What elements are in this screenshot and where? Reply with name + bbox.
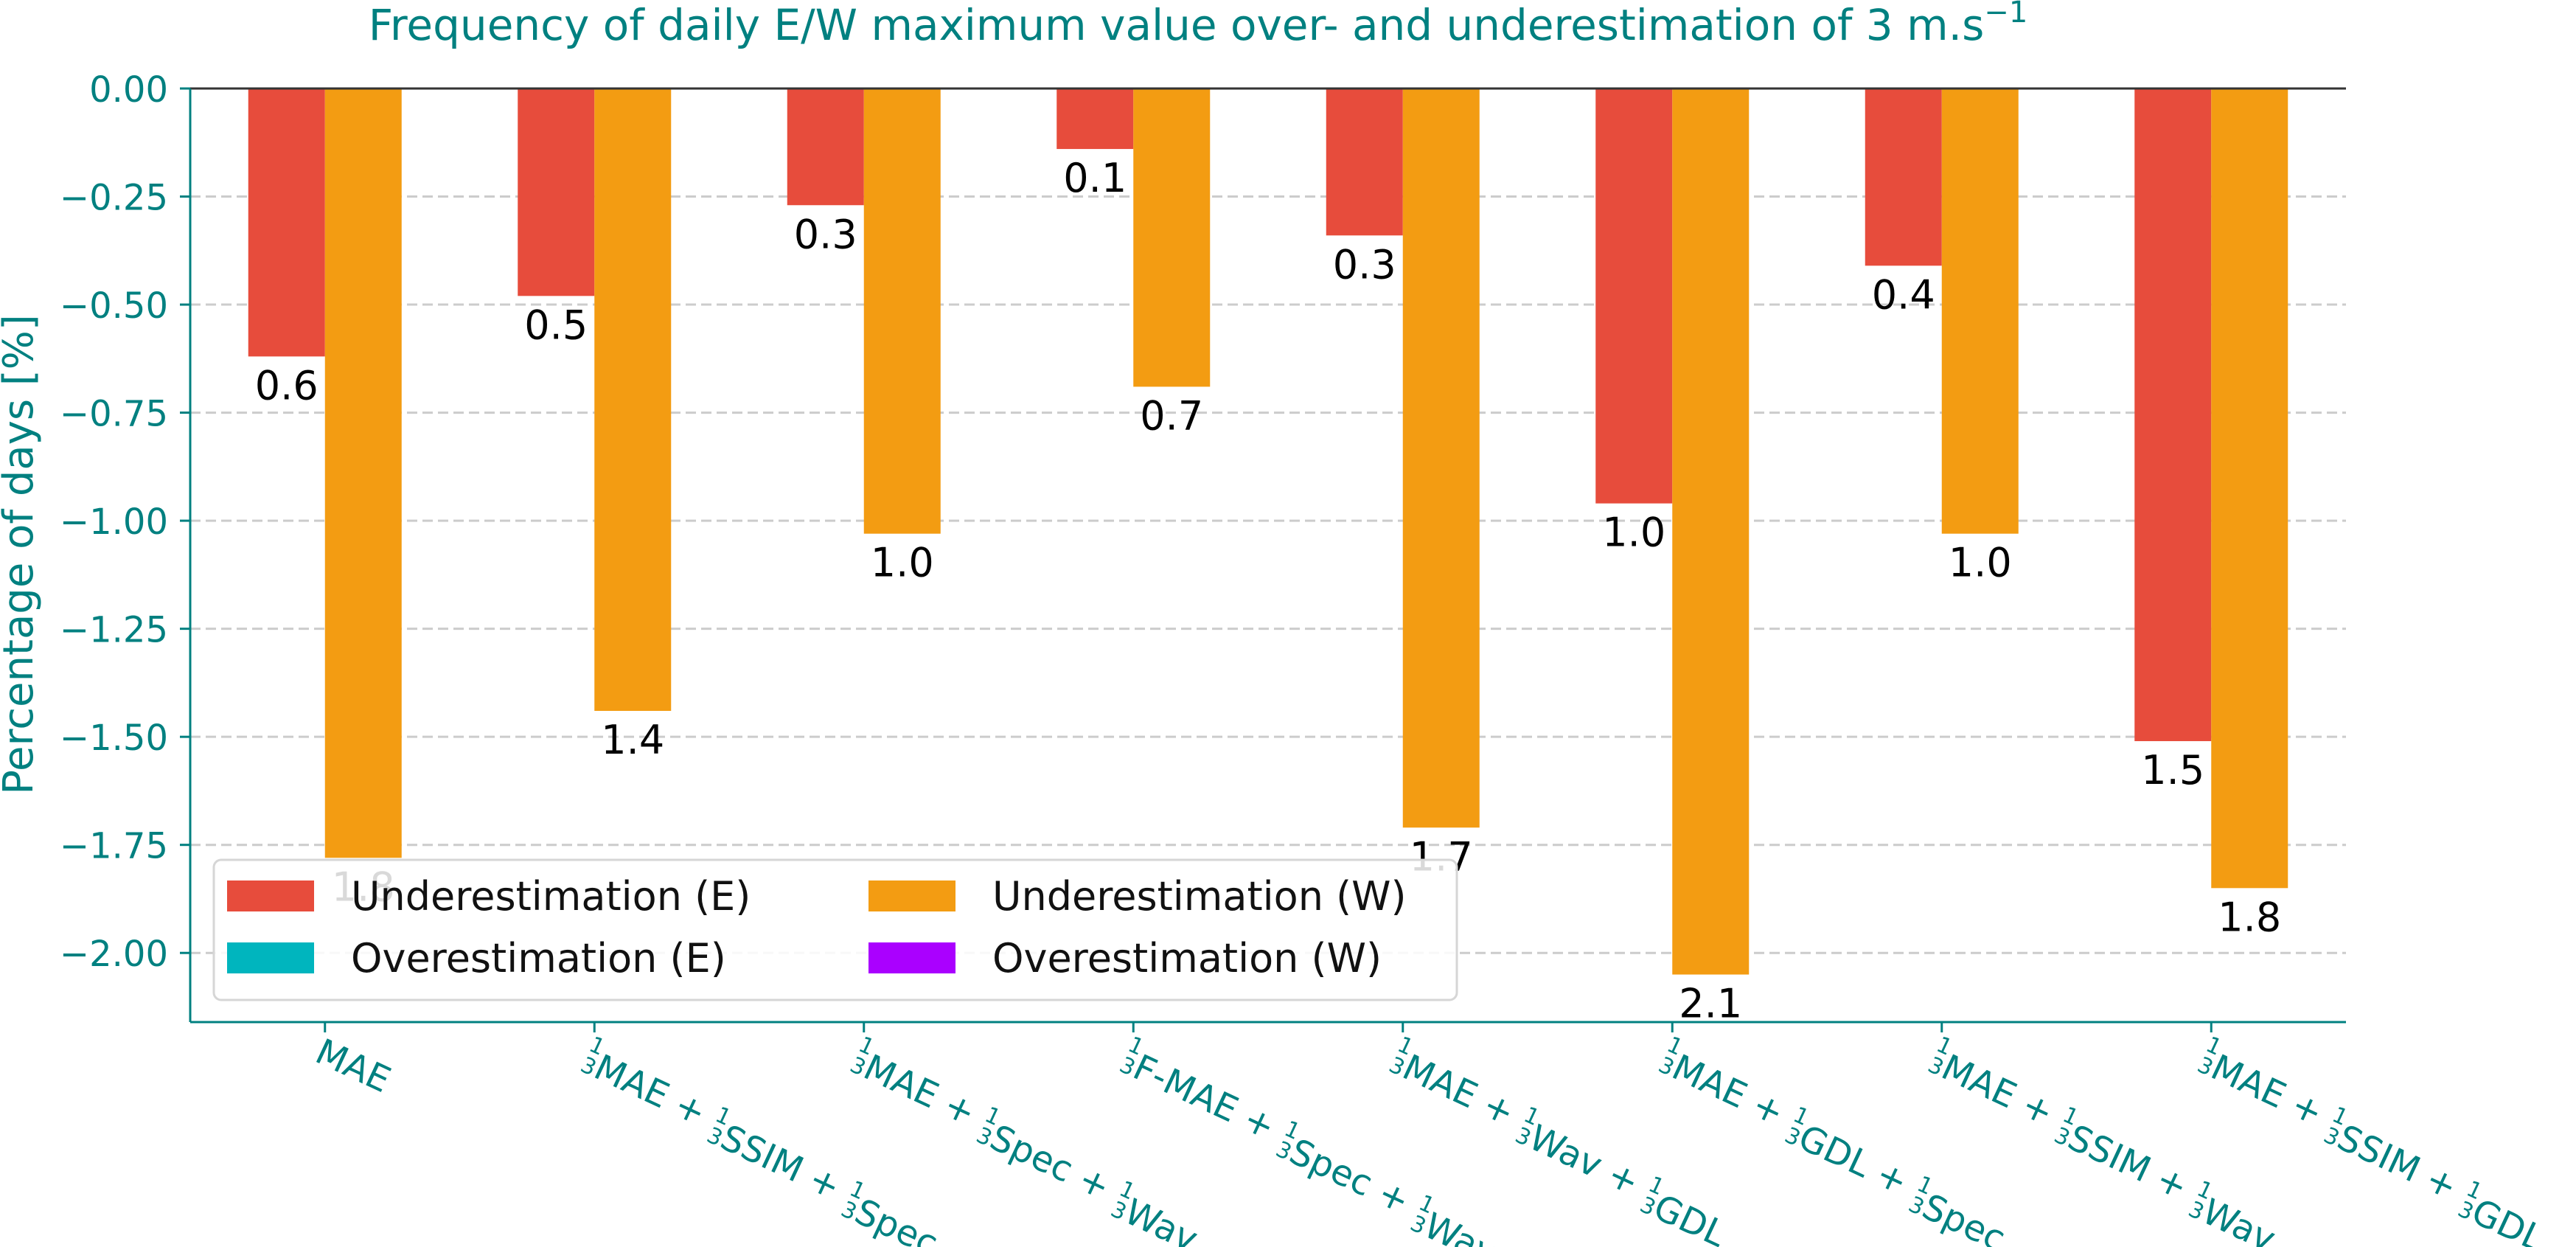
x-tick-label-part: Wav + bbox=[1522, 1117, 1655, 1209]
y-tick-label-6: −1.50 bbox=[60, 718, 168, 759]
value-label-west-5: 2.1 bbox=[1679, 981, 1742, 1027]
value-label-west-2: 1.0 bbox=[871, 540, 934, 586]
x-tick-label-part: GDL bbox=[1647, 1187, 1732, 1247]
x-tick-label-part: MAE + bbox=[1935, 1046, 2070, 1139]
value-label-east-4: 0.3 bbox=[1333, 241, 1396, 288]
x-tick-label-part: Spec bbox=[849, 1191, 944, 1247]
y-axis-ticks: 0.00 −0.25 −0.50 −0.75 −1.00 −1.25 −1.50 −1.75 −… bbox=[60, 69, 190, 975]
bar-west-1 bbox=[594, 88, 672, 711]
x-tick-label-part: MAE + bbox=[857, 1046, 992, 1139]
legend-label-1: Underestimation (W) bbox=[992, 873, 1407, 920]
value-label-west-7: 1.8 bbox=[2218, 894, 2281, 940]
value-label-east-2: 0.3 bbox=[794, 211, 857, 257]
legend-label-2: Overestimation (E) bbox=[351, 935, 726, 982]
y-tick-label-5: −1.25 bbox=[60, 610, 168, 651]
x-tick-label-part: MAE + bbox=[1666, 1046, 1801, 1139]
x-tick-label-part: Spec bbox=[1916, 1186, 2012, 1247]
x-tick-label-part: F-MAE + bbox=[1127, 1046, 1292, 1153]
x-tick-label-part: GDL bbox=[2465, 1191, 2550, 1247]
y-tick-label-0: 0.00 bbox=[89, 69, 168, 111]
bar-east-3 bbox=[1056, 88, 1134, 150]
y-axis-title: Percentage of days [%] bbox=[0, 314, 43, 795]
bar-west-6 bbox=[1941, 88, 2019, 534]
bar-east-7 bbox=[2134, 88, 2212, 742]
x-tick-label-0: MAE bbox=[310, 1031, 397, 1101]
bar-east-5 bbox=[1595, 88, 1673, 504]
legend-swatch-3 bbox=[868, 942, 955, 973]
bar-west-2 bbox=[863, 88, 941, 534]
bar-east-2 bbox=[787, 88, 864, 206]
value-label-east-1: 0.5 bbox=[524, 302, 588, 348]
legend: Underestimation (E) Underestimation (W) Ov… bbox=[212, 858, 1458, 1001]
legend-swatch-1 bbox=[868, 880, 955, 911]
value-label-east-7: 1.5 bbox=[2141, 747, 2204, 793]
x-tick-label-part: SSIM + bbox=[714, 1117, 857, 1213]
value-label-east-0: 0.6 bbox=[255, 362, 318, 409]
bar-east-1 bbox=[518, 88, 595, 296]
bar-east-4 bbox=[1326, 88, 1403, 236]
chart-title: Frequency of daily E/W maximum value ove… bbox=[369, 0, 2028, 50]
value-labels: 0.60.50.30.10.31.00.41.51.81.41.00.71.72… bbox=[255, 155, 2281, 1027]
x-tick-label-part: Spec + bbox=[1284, 1131, 1427, 1227]
gridlines bbox=[190, 195, 2346, 954]
y-tick-label-3: −0.75 bbox=[60, 394, 168, 435]
value-label-west-6: 1.0 bbox=[1949, 540, 2012, 586]
x-tick-label-part: MAE + bbox=[2205, 1046, 2340, 1139]
x-tick-label-part: Spec + bbox=[984, 1117, 1127, 1213]
bar-west-4 bbox=[1402, 88, 1480, 828]
legend-box bbox=[212, 858, 1458, 1001]
bar-west-3 bbox=[1133, 88, 1211, 387]
bar-west-5 bbox=[1672, 88, 1750, 975]
chart-title-superscript: −1 bbox=[1984, 0, 2027, 29]
bars bbox=[248, 88, 2288, 975]
chart-title-text: Frequency of daily E/W maximum value ove… bbox=[369, 0, 1985, 50]
x-tick-label-part: SSIM + bbox=[2331, 1117, 2474, 1213]
legend-swatch-2 bbox=[227, 942, 314, 973]
bar-west-0 bbox=[324, 88, 402, 858]
y-tick-label-1: −0.25 bbox=[60, 178, 168, 219]
y-tick-label-4: −1.00 bbox=[60, 501, 168, 543]
x-tick-label-part: MAE bbox=[310, 1031, 397, 1101]
x-tick-label-part: Wav bbox=[1118, 1191, 1204, 1247]
y-tick-label-7: −1.75 bbox=[60, 826, 168, 867]
y-tick-label-8: −2.00 bbox=[60, 934, 168, 975]
value-label-east-6: 0.4 bbox=[1872, 271, 1935, 318]
x-tick-label-part: Wav bbox=[2196, 1191, 2281, 1247]
x-tick-label-part: SSIM + bbox=[2061, 1117, 2204, 1213]
bar-east-0 bbox=[248, 88, 325, 357]
y-tick-label-2: −0.50 bbox=[60, 285, 168, 327]
bar-west-7 bbox=[2211, 88, 2288, 889]
x-tick-label-part: MAE + bbox=[588, 1046, 723, 1139]
legend-label-3: Overestimation (W) bbox=[992, 935, 1382, 982]
x-tick-label-part: GDL + bbox=[1792, 1117, 1924, 1208]
x-tick-label-part: MAE + bbox=[1396, 1046, 1531, 1139]
value-label-east-5: 1.0 bbox=[1602, 510, 1665, 556]
bar-east-6 bbox=[1865, 88, 1942, 266]
legend-label-0: Underestimation (E) bbox=[351, 873, 751, 920]
value-label-west-1: 1.4 bbox=[601, 717, 664, 763]
value-label-east-3: 0.1 bbox=[1063, 155, 1127, 201]
axes bbox=[189, 87, 2346, 1024]
value-label-west-3: 0.7 bbox=[1140, 392, 1203, 439]
legend-swatch-0 bbox=[227, 880, 314, 911]
